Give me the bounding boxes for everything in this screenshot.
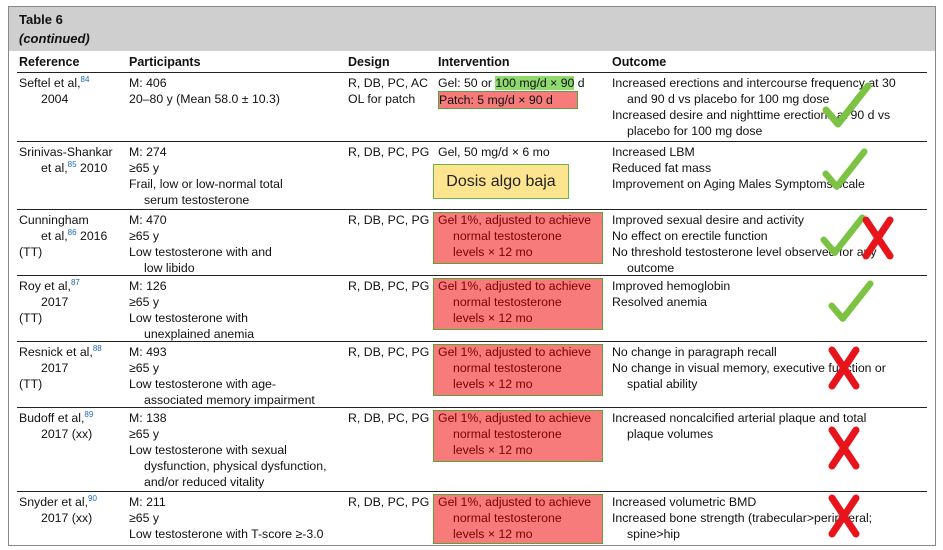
header-reference: Reference — [19, 55, 80, 69]
participants-cell: M: 138 ≥65 y Low testosterone with sexua… — [129, 411, 327, 489]
outcome-cell: Increased volumetric BMD Increased bone … — [612, 495, 873, 541]
row-divider — [17, 209, 927, 210]
design-cell: R, DB, PC, PG — [348, 213, 430, 227]
design-cell: R, DB, PC, AC OL for patch — [348, 76, 428, 106]
highlight-red — [433, 278, 603, 330]
row-divider — [17, 341, 927, 342]
design-cell: R, DB, PC, PG — [348, 411, 430, 425]
intervention-cell: Gel 1%, adjusted to achieve normal testo… — [438, 279, 592, 325]
participants-cell: M: 493 ≥65 y Low testosterone with age- … — [129, 345, 315, 407]
intervention-cell: Gel 1%, adjusted to achieve normal testo… — [438, 495, 592, 541]
highlight-red — [433, 494, 603, 544]
outcome-cell: Increased erections and intercourse freq… — [612, 76, 896, 138]
header-design: Design — [348, 55, 390, 69]
intervention-cell: Gel 1%, adjusted to achieve normal testo… — [438, 213, 592, 259]
highlight-green: 100 mg/d × 90 — [495, 76, 575, 90]
design-cell: R, DB, PC, PG — [348, 495, 430, 509]
check-mark-icon — [820, 214, 866, 256]
check-mark-icon — [822, 148, 868, 190]
row-divider — [17, 491, 927, 492]
intervention-cell: Gel: 50 or 100 mg/d × 90 d Patch: 5 mg/d… — [438, 76, 585, 109]
header-outcome: Outcome — [612, 55, 667, 69]
highlight-red — [433, 410, 603, 462]
check-mark-icon — [822, 82, 872, 128]
participants-cell: M: 126 ≥65 y Low testosterone with unexp… — [129, 279, 255, 341]
intervention-cell: Gel 1%, adjusted to achieve normal testo… — [438, 411, 592, 457]
design-cell: R, DB, PC, PG — [348, 145, 430, 159]
cross-mark-icon — [862, 216, 894, 260]
header-intervention: Intervention — [438, 55, 510, 69]
sticky-note: Dosis algo baja — [433, 164, 569, 199]
header-participants: Participants — [129, 55, 201, 69]
reference-cell: Srinivas-Shankar et al,85 2010 — [19, 145, 113, 175]
table-frame: Table 6 (continued) Reference Participan… — [8, 6, 936, 546]
design-cell: R, DB, PC, PG — [348, 279, 430, 293]
reference-cell: Snyder et al,90 2017 (xx) — [19, 493, 97, 525]
reference-cell: Seftel et al,84 2004 — [19, 74, 90, 106]
row-divider — [17, 141, 927, 142]
outcome-cell: No change in paragraph recall No change … — [612, 345, 886, 391]
reference-cell: Budoff et al,89 2017 (xx) — [19, 409, 94, 441]
highlight-red — [433, 344, 603, 396]
cross-mark-icon — [828, 426, 860, 470]
outcome-cell: Increased noncalcified arterial plaque a… — [612, 411, 867, 441]
reference-cell: Resnick et al,88 2017 (TT) — [19, 343, 102, 391]
intervention-cell: Gel 1%, adjusted to achieve normal testo… — [438, 345, 592, 391]
table-caption: Table 6 (continued) — [9, 7, 935, 51]
participants-cell: M: 211 ≥65 y Low testosterone with T-sco… — [129, 495, 324, 541]
outcome-cell: Improved sexual desire and activity No e… — [612, 213, 877, 275]
row-divider — [17, 407, 927, 408]
participants-cell: M: 470 ≥65 y Low testosterone with and l… — [129, 213, 272, 275]
cross-mark-icon — [828, 346, 860, 390]
cross-mark-icon — [828, 494, 860, 538]
table-continued: (continued) — [19, 31, 90, 46]
outcome-cell: Increased LBM Reduced fat mass Improveme… — [612, 145, 865, 191]
table-title: Table 6 — [19, 12, 63, 27]
outcome-cell: Improved hemoglobin Resolved anemia — [612, 279, 731, 309]
intervention-cell: Gel, 50 mg/d × 6 mo — [438, 145, 550, 159]
participants-cell: M: 406 20–80 y (Mean 58.0 ± 10.3) — [129, 76, 280, 106]
design-cell: R, DB, PC, PG — [348, 345, 430, 359]
check-mark-icon — [828, 280, 874, 322]
header-rule — [17, 72, 927, 73]
highlight-red: Patch: 5 mg/d × 90 d — [438, 91, 578, 109]
row-divider — [17, 275, 927, 276]
highlight-red — [433, 212, 603, 264]
participants-cell: M: 274 ≥65 y Frail, low or low-normal to… — [129, 145, 283, 207]
reference-cell: Roy et al,87 2017 (TT) — [19, 277, 80, 325]
reference-cell: Cunningham et al,86 2016 (TT) — [19, 213, 108, 259]
